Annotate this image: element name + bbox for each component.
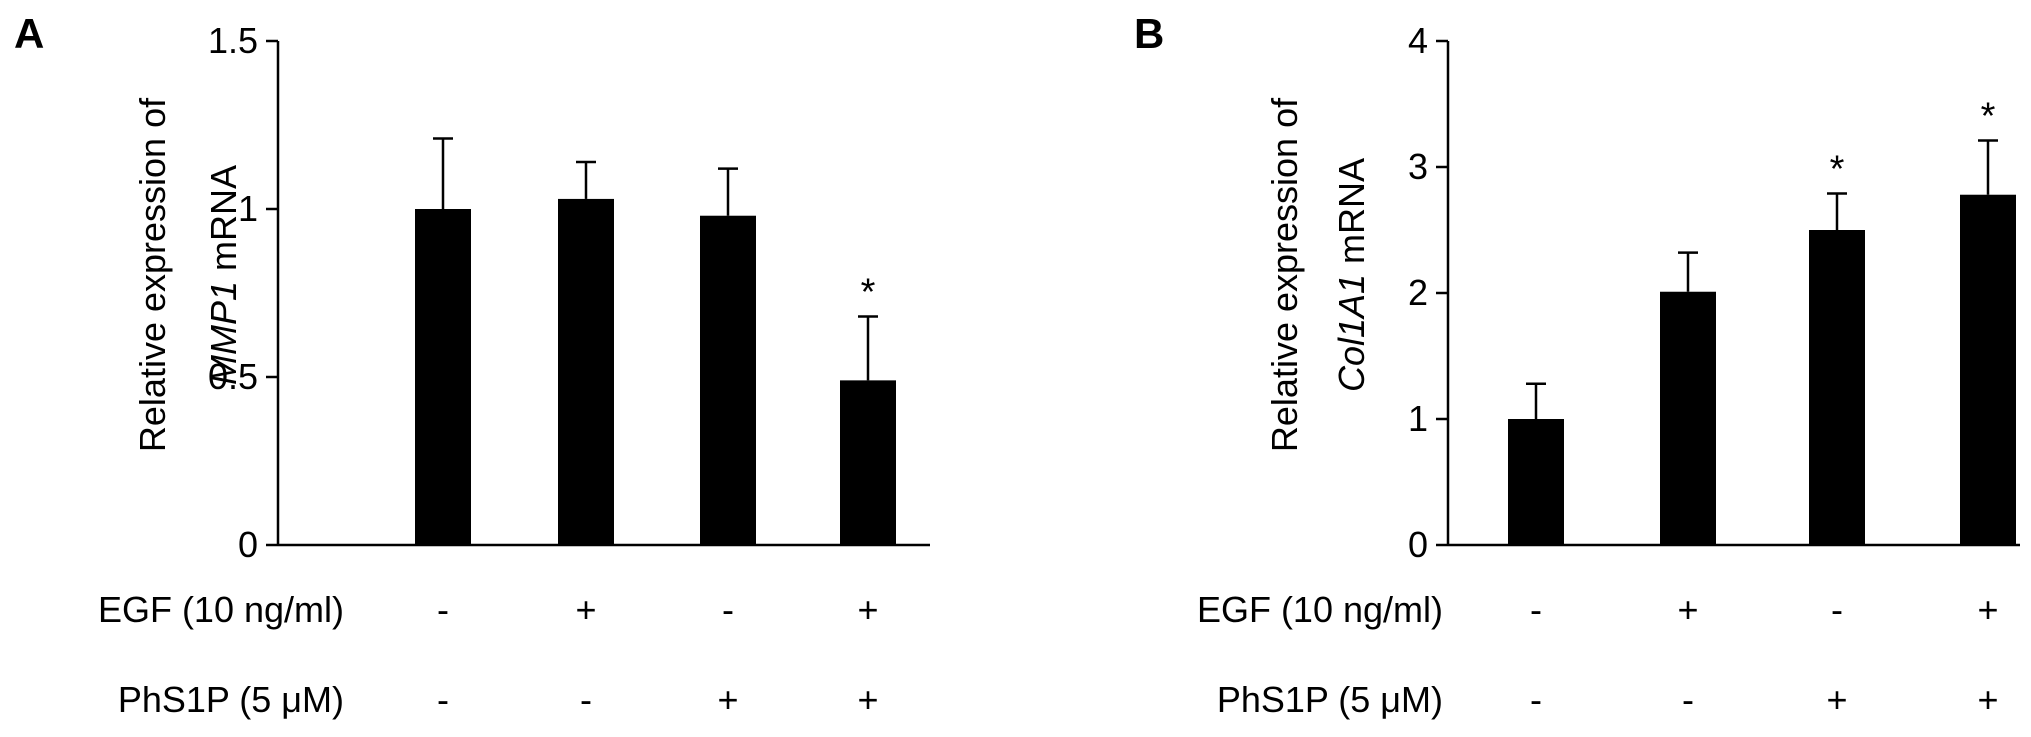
y-tick-label: 1 bbox=[1408, 398, 1428, 439]
treatment-label: EGF (10 ng/ml) bbox=[1197, 589, 1443, 630]
panel-b: B 0 1 2 3 4 Relative expression of Col1A1 mRNA *… bbox=[1134, 10, 2020, 720]
gene-name: Col1A1 bbox=[1331, 274, 1372, 392]
panel-a: A 0 0.5 1 1.5 Relative expression of MMP1 mRNA… bbox=[14, 10, 930, 720]
treatment-sign: - bbox=[1530, 589, 1542, 630]
significance-marker: * bbox=[1981, 96, 1996, 138]
y-axis-label-line1: Relative expression of bbox=[1264, 97, 1305, 452]
treatment-sign: + bbox=[1977, 679, 1998, 720]
treatment-sign: + bbox=[717, 679, 738, 720]
y-axis-label-line1: Relative expression of bbox=[132, 97, 173, 452]
treatment-sign: + bbox=[1977, 589, 1998, 630]
y-axis-label-line2: MMP1 mRNA bbox=[203, 165, 244, 385]
treatment-sign: - bbox=[722, 589, 734, 630]
y-label-suffix: mRNA bbox=[1331, 158, 1372, 274]
significance-marker: * bbox=[1830, 148, 1845, 190]
y-label-suffix: mRNA bbox=[203, 165, 244, 281]
treatment-label: PhS1P (5 μM) bbox=[118, 679, 344, 720]
y-tick-label: 0 bbox=[1408, 524, 1428, 565]
y-tick-label: 0.5 bbox=[208, 356, 258, 397]
y-axis-label-line2: Col1A1 mRNA bbox=[1331, 158, 1372, 392]
panel-letter: B bbox=[1134, 10, 1164, 57]
treatment-sign: + bbox=[857, 589, 878, 630]
treatment-sign: - bbox=[1530, 679, 1542, 720]
treatment-sign: - bbox=[437, 679, 449, 720]
y-tick-label: 1 bbox=[238, 188, 258, 229]
treatment-sign: + bbox=[857, 679, 878, 720]
treatment-sign: - bbox=[437, 589, 449, 630]
bar bbox=[415, 209, 471, 545]
bar bbox=[700, 215, 756, 545]
treatment-sign: + bbox=[1826, 679, 1847, 720]
bar bbox=[1960, 194, 2016, 545]
treatment-label: EGF (10 ng/ml) bbox=[98, 589, 344, 630]
y-tick-label: 4 bbox=[1408, 20, 1428, 61]
y-tick-label: 0 bbox=[238, 524, 258, 565]
treatment-sign: + bbox=[1677, 589, 1698, 630]
treatment-sign: - bbox=[1682, 679, 1694, 720]
bar bbox=[558, 198, 614, 546]
gene-name: MMP1 bbox=[203, 281, 244, 385]
bar bbox=[840, 380, 896, 545]
y-tick-label: 3 bbox=[1408, 146, 1428, 187]
y-tick-label: 1.5 bbox=[208, 20, 258, 61]
treatment-label: PhS1P (5 μM) bbox=[1217, 679, 1443, 720]
y-tick-label: 2 bbox=[1408, 272, 1428, 313]
bar bbox=[1508, 419, 1564, 545]
treatment-sign: - bbox=[580, 679, 592, 720]
treatment-sign: - bbox=[1831, 589, 1843, 630]
treatment-sign: + bbox=[575, 589, 596, 630]
bar bbox=[1660, 291, 1716, 545]
bar bbox=[1809, 230, 1865, 545]
significance-marker: * bbox=[861, 272, 876, 314]
panel-letter: A bbox=[14, 10, 44, 57]
